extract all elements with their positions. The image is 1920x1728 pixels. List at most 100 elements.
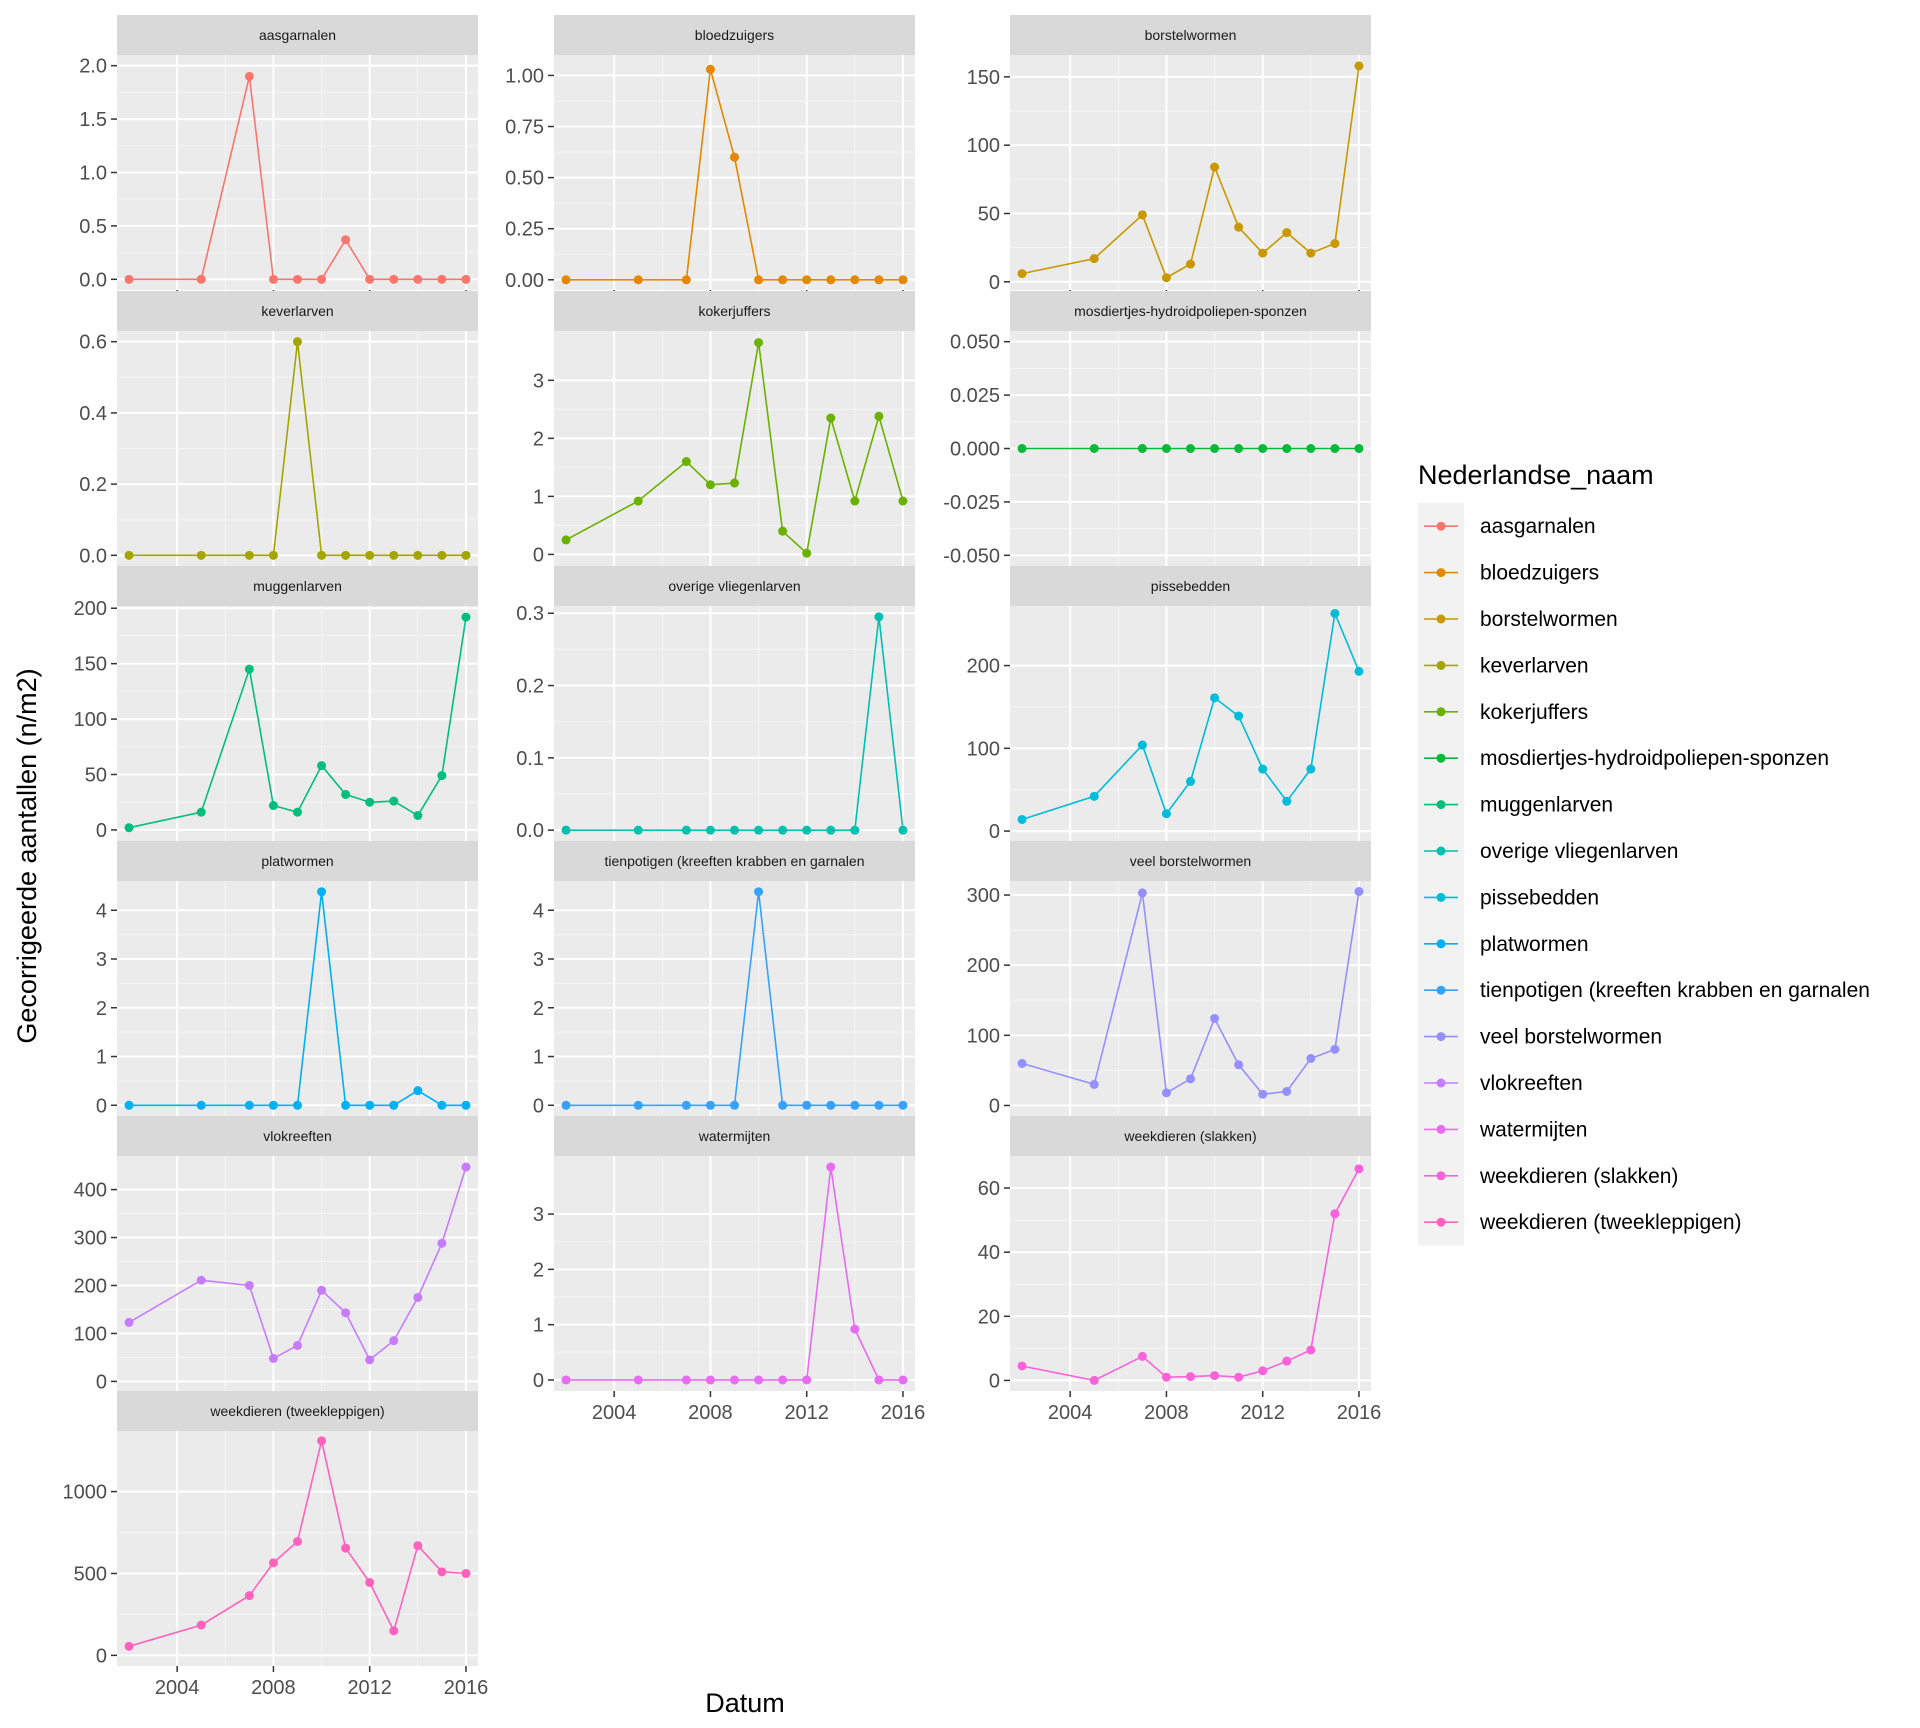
y-tick-label: 2 (533, 1259, 544, 1281)
data-point (1017, 444, 1027, 453)
data-point (293, 1100, 302, 1110)
y-tick-label: 0.050 (950, 332, 1000, 354)
data-point (196, 807, 206, 817)
data-point (461, 1162, 471, 1172)
data-point (681, 457, 691, 467)
data-point (1161, 444, 1171, 453)
data-point (633, 825, 643, 835)
legend-key-point (1436, 892, 1446, 902)
data-point (874, 612, 884, 622)
panel-background (117, 1431, 478, 1666)
legend-item: weekdieren (slakken) (1424, 1165, 1678, 1188)
data-point (1330, 444, 1340, 453)
y-tick-label: 0.0 (516, 820, 544, 842)
legend-label: keverlarven (1480, 654, 1589, 677)
legend-title: Nederlandse_naam (1418, 460, 1654, 490)
data-point (1186, 1372, 1195, 1382)
y-tick-label: 0.75 (505, 117, 544, 139)
data-point (268, 801, 278, 811)
legend-item: aasgarnalen (1424, 515, 1596, 538)
data-point (681, 825, 691, 835)
y-tick-label: 2 (96, 998, 107, 1020)
y-tick-label: 1 (533, 1315, 544, 1337)
data-point (317, 1436, 327, 1446)
data-point (341, 1543, 351, 1553)
data-point (705, 480, 715, 490)
y-tick-label: -0.025 (943, 492, 1000, 514)
data-point (244, 664, 254, 674)
legend-label: platwormen (1480, 933, 1589, 956)
series-line (1021, 1168, 1360, 1382)
facet-strip (554, 15, 915, 55)
legend-item: watermijten (1424, 1118, 1587, 1141)
data-point (730, 478, 739, 488)
data-point (1210, 162, 1220, 172)
data-point (413, 1541, 423, 1551)
data-point (1330, 239, 1340, 249)
y-tick-label: 0 (989, 1370, 1000, 1392)
legend-label: pissebedden (1480, 886, 1599, 909)
legend-label: muggenlarven (1480, 794, 1613, 817)
data-point (244, 550, 254, 560)
panel-background (554, 331, 915, 566)
y-tick-label: 1.5 (79, 109, 107, 131)
legend-key-point (1436, 1124, 1446, 1134)
data-point (1210, 1013, 1220, 1023)
data-point (561, 1375, 571, 1385)
data-point (1137, 444, 1147, 453)
legend-key-point (1436, 1171, 1446, 1181)
data-point (389, 274, 399, 284)
legend-key-point (1436, 846, 1446, 856)
data-point (826, 1100, 836, 1110)
y-tick-label: 0.1 (516, 748, 544, 770)
y-tick-label: 0 (96, 1095, 107, 1117)
data-point (413, 811, 423, 821)
facet-panel: pissebedden 0 100 200 (967, 566, 1371, 847)
data-point (196, 1275, 206, 1285)
data-point (437, 1100, 447, 1110)
y-tick-label: 100 (967, 738, 1000, 760)
data-point (1161, 273, 1171, 283)
x-tick-label: 2012 (784, 1402, 829, 1424)
facet-strip (117, 1116, 478, 1156)
data-point (268, 550, 278, 560)
y-tick-label: 0 (533, 1370, 544, 1392)
legend-label: overige vliegenlarven (1480, 840, 1678, 863)
y-tick-label: 0.5 (79, 216, 107, 238)
data-point (561, 535, 571, 545)
facet-strip (117, 15, 478, 55)
data-point (1186, 1074, 1195, 1084)
facet-panel: muggenlarven 0 50 100 150 200 (74, 566, 478, 847)
legend-key-point (1436, 521, 1446, 531)
legend-key-point (1436, 614, 1446, 624)
data-point (681, 1375, 691, 1385)
data-point (1017, 814, 1027, 824)
data-point (1330, 1209, 1340, 1219)
y-tick-label: 200 (74, 598, 107, 620)
data-point (730, 825, 739, 835)
data-point (244, 1280, 254, 1290)
y-tick-label: 1.0 (79, 163, 107, 185)
data-point (1089, 1079, 1099, 1089)
data-point (1161, 809, 1171, 819)
data-point (196, 274, 206, 284)
panel-background (554, 606, 915, 841)
data-point (124, 1317, 134, 1327)
data-point (802, 1100, 812, 1110)
data-point (850, 825, 860, 835)
data-point (244, 1591, 254, 1601)
data-point (826, 825, 836, 835)
data-point (802, 825, 812, 835)
y-tick-label: -0.050 (943, 545, 1000, 567)
facet-strip-label: overige vliegenlarven (668, 578, 800, 594)
data-point (1137, 888, 1147, 898)
facet-panel: overige vliegenlarven 0.0 0.1 0.2 0.3 (516, 566, 915, 847)
data-point (1354, 444, 1364, 453)
legend-label: vlokreeften (1480, 1072, 1583, 1095)
legend-item: veel borstelwormen (1424, 1026, 1662, 1049)
data-point (365, 550, 375, 560)
data-point (461, 1100, 471, 1110)
data-point (268, 274, 278, 284)
data-point (802, 275, 812, 285)
y-tick-label: 500 (74, 1563, 107, 1585)
